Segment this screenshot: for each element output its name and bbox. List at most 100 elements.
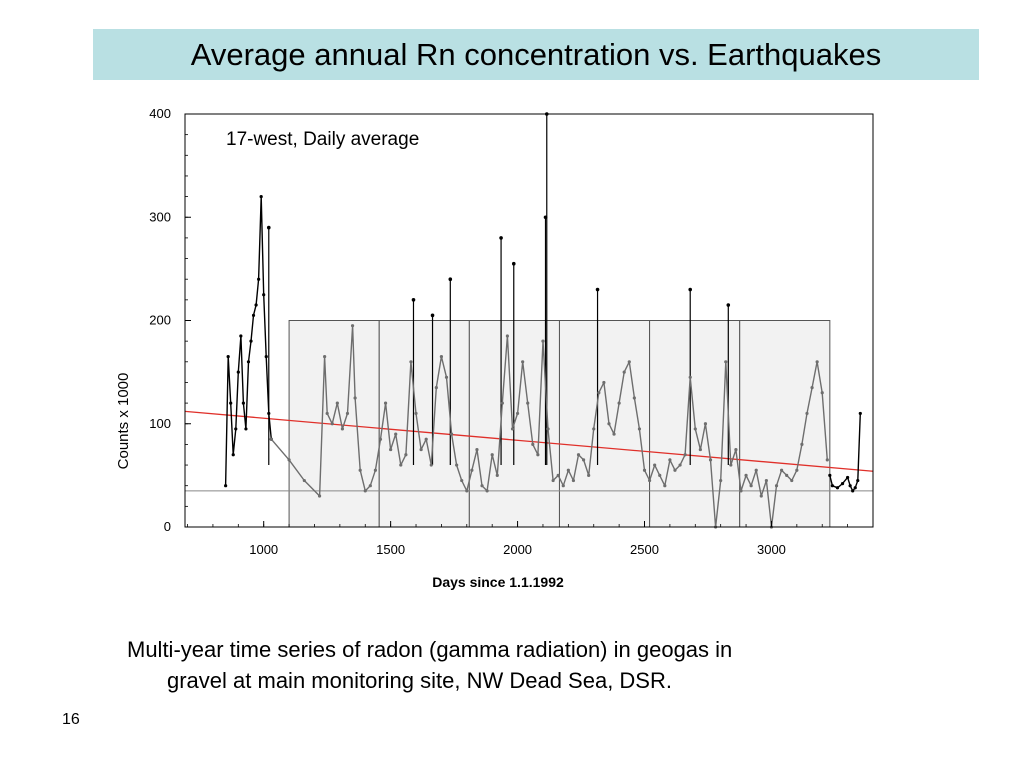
series-3-point-5 [846,475,850,480]
spike-point-7 [430,313,435,318]
series-2-point-9 [340,427,345,431]
spike-point-8 [595,287,600,292]
series-2-point-19 [389,447,393,452]
series-2-point-43 [510,427,515,431]
series-2-point-76 [678,463,682,467]
series-2-point-13 [358,468,362,472]
series-2-point-88 [739,489,743,493]
series-2-point-32 [455,463,459,467]
series-2-point-55 [571,478,576,483]
series-2-point-58 [587,473,591,477]
series-2-point-89 [744,473,748,477]
page-number: 16 [62,711,80,728]
series-1-line [224,195,272,486]
annual-box-4 [558,320,651,528]
slide-title-banner: Average annual Rn concentration vs. Eart… [93,29,979,80]
series-2-point-25 [419,447,423,452]
series-2-point-63 [612,432,616,436]
series-1-point-3 [229,401,233,405]
series-2-point-16 [373,468,378,472]
series-2-point-73 [663,484,667,488]
series-2-point-59 [592,427,596,431]
series-2-point-46 [526,401,530,405]
series-2-point-29 [439,355,444,359]
series-2-point-40 [495,473,499,477]
chart-annotation: 17-west, Daily average [226,129,419,150]
series-1-point-5 [234,427,238,431]
series-2-point-45 [521,360,525,364]
annual-box-2 [378,320,470,528]
series-1-point-4 [231,453,235,457]
series-2-point-44 [515,411,520,416]
series-1-point-8 [241,401,245,405]
series-2-point-61 [602,380,606,385]
chart-y-axis-label: Counts x 1000 [115,373,132,470]
series-2-point-41 [500,401,504,405]
series-1-point-9 [244,427,248,431]
series-2-point-91 [754,468,758,472]
x-tick-label: 2500 [630,542,659,557]
series-3-point-7 [851,489,855,493]
series-2-point-98 [790,478,794,483]
slide-caption: Multi-year time series of radon (gamma r… [127,634,887,696]
series-2-point-10 [345,411,350,416]
y-tick-label: 200 [149,313,171,328]
series-2-point-42 [505,334,510,338]
spike-point-2 [543,215,548,220]
series-2-point-2 [287,458,291,462]
series-2-point-100 [800,442,804,446]
series-3-point-2 [830,484,834,488]
y-tick-label: 0 [164,519,171,534]
series-2-point-75 [673,468,677,472]
series-1-point-7 [239,334,243,338]
y-tick-label: 300 [149,209,171,224]
x-tick-label: 1000 [249,542,278,557]
series-2-point-53 [561,484,565,488]
series-2-point-18 [383,401,388,405]
series-2-point-7 [330,422,334,426]
series-2-point-95 [774,484,779,488]
series-2-point-39 [490,453,494,457]
series-2-point-34 [465,489,469,493]
series-2-point-1 [269,437,273,441]
series-2-point-52 [556,473,560,477]
series-2-point-69 [642,468,647,472]
radon-time-series-chart: 0 100 200 300 400 1000 1500 2000 2500 3000 17-wes… [115,106,874,590]
series-3-line [829,413,861,492]
series-2-point-102 [810,386,814,390]
series-2-point-103 [815,360,819,364]
series-2-point-71 [653,463,657,467]
series-3-point-1 [828,473,832,477]
series-2-point-85 [724,360,728,364]
series-2-point-33 [460,478,464,483]
series-2-point-56 [576,453,581,457]
series-2-point-21 [399,463,403,467]
series-2-point-11 [350,324,355,328]
series-2-point-65 [622,370,626,374]
series-2-point-93 [764,478,768,483]
series-2-point-72 [658,473,662,477]
series-2-point-84 [719,478,723,483]
series-2-point-50 [546,427,550,431]
series-3-point-4 [840,482,845,486]
spike-point-10 [726,303,731,307]
chart-x-axis-label: Days since 1.1.1992 [432,574,564,590]
series-1-point-1 [224,484,228,488]
spike-point-3 [499,236,503,240]
series-2-point-78 [688,375,692,379]
series-2-point-48 [536,453,540,457]
series-2-point-62 [607,422,611,426]
series-2-point-90 [749,484,753,488]
series-2-point-67 [632,396,636,400]
series-1-point-11 [249,339,253,343]
series-1-point-16 [262,293,266,297]
caption-line-2: gravel at main monitoring site, NW Dead … [167,668,672,693]
series-2-point-4 [317,494,322,498]
series-2-point-82 [708,458,713,462]
spike-point-6 [448,277,453,281]
series-2-point-66 [627,360,631,364]
series-2-point-38 [485,489,489,493]
series-2-point-51 [551,478,555,483]
x-tick-label: 3000 [757,542,786,557]
series-1-point-18 [267,411,271,416]
